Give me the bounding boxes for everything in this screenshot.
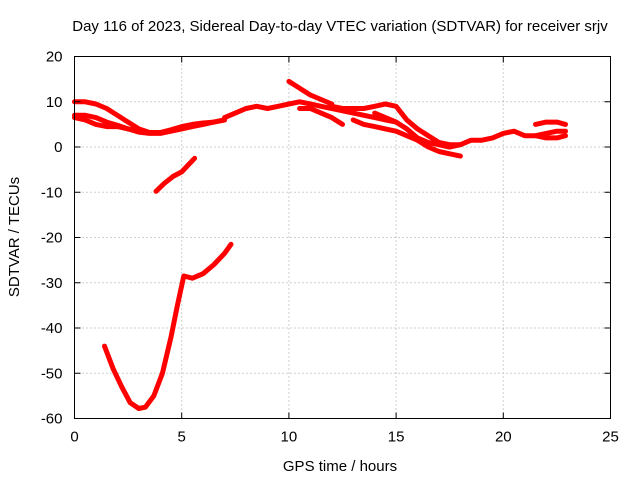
y-axis-label: SDTVAR / TECUs [6,177,23,297]
y-tick-label: 20 [46,49,63,66]
x-tick-label: 10 [281,429,298,446]
x-tick-label: 20 [495,429,512,446]
y-tick-label: -40 [41,320,63,337]
series-arc-l [533,133,568,141]
series-arc-a-lower [72,112,228,136]
series-arc-f [297,106,345,127]
series-arc-e [286,78,335,107]
y-tick-label: -30 [41,275,63,292]
x-axis-label: GPS time / hours [283,458,397,475]
series-arc-h [350,117,463,159]
series-arc-j [436,128,568,150]
series-arc-c [102,241,234,411]
grid [74,56,611,419]
y-tick-label: -50 [41,365,63,382]
x-tick-label: 25 [602,429,619,446]
series-group [72,78,568,411]
series-arc-b [153,155,198,194]
series-arc-k [533,119,568,127]
y-tick-label: 10 [46,94,63,111]
y-tick-label: 0 [54,139,62,156]
chart-title: Day 116 of 2023, Sidereal Day-to-day VTE… [72,18,608,35]
series-arc-d [222,99,399,125]
y-tick-label: -10 [41,184,63,201]
axis-ticks: 0 5 10 15 20 25 -60 -50 -40 -30 -20 -10 0 10 20 [41,49,619,446]
x-tick-label: 5 [178,429,186,446]
series-arc-a-mid [72,115,142,134]
y-tick-label: -60 [41,411,63,428]
x-tick-label: 0 [70,429,78,446]
y-tick-label: -20 [41,230,63,247]
x-tick-label: 15 [388,429,405,446]
